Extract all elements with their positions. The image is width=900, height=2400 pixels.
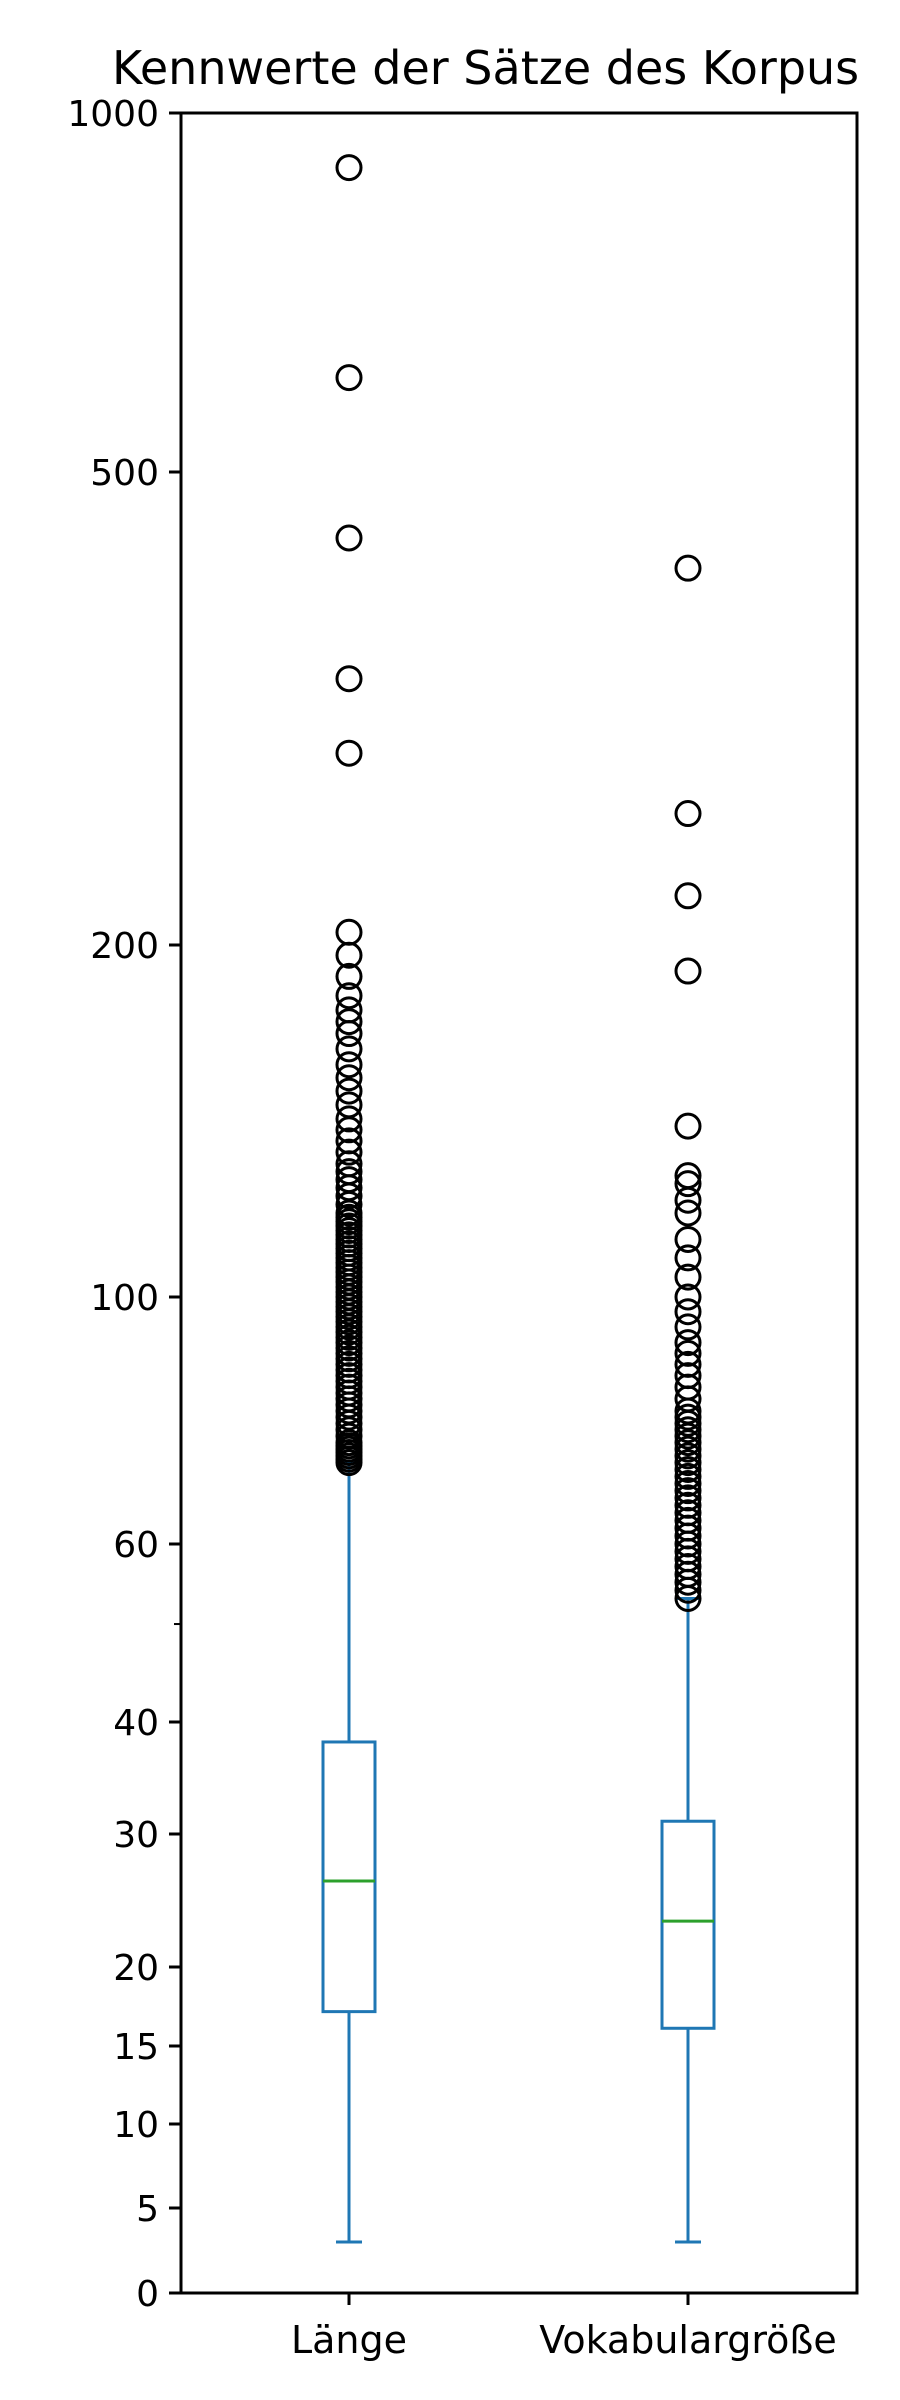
outlier-point xyxy=(335,1138,363,1166)
iqr-box xyxy=(660,1819,716,2030)
outlier-point xyxy=(335,1158,363,1186)
outlier-point xyxy=(335,1035,363,1063)
y-tick-label: 0 xyxy=(136,2274,159,2315)
y-tick-label: 40 xyxy=(113,1703,159,1744)
outlier-point xyxy=(674,1416,702,1444)
outlier-point xyxy=(674,1244,702,1272)
outlier-point xyxy=(674,1199,702,1227)
outlier-point xyxy=(674,1462,702,1490)
outlier-point xyxy=(674,800,702,828)
x-category-label: Vokabulargröße xyxy=(539,2318,836,2362)
outlier-point xyxy=(335,154,363,182)
y-tick-label: 15 xyxy=(113,2027,159,2068)
outlier-point xyxy=(674,1298,702,1326)
plot-frame xyxy=(179,111,859,2295)
outlier-point xyxy=(674,1225,702,1253)
outlier-point xyxy=(335,1064,363,1092)
x-category-label: Länge xyxy=(291,2318,407,2362)
outlier-point xyxy=(674,1362,702,1390)
y-tick-label: 20 xyxy=(113,1948,159,1989)
box-group-1 xyxy=(660,554,716,2244)
outlier-point xyxy=(674,1329,702,1357)
outlier-point xyxy=(674,1350,702,1378)
outlier-point xyxy=(335,962,363,990)
outlier-point xyxy=(335,364,363,392)
outlier-point xyxy=(335,918,363,946)
boxes-layer xyxy=(321,154,716,2244)
outlier-point xyxy=(674,1283,702,1311)
outlier-point xyxy=(674,1477,702,1505)
outlier-point xyxy=(674,1491,702,1519)
y-tick-label: 1000 xyxy=(67,94,159,135)
outlier-point xyxy=(674,957,702,985)
outlier-point xyxy=(674,1162,702,1190)
box-group-0 xyxy=(321,154,377,2244)
y-tick-label: 10 xyxy=(113,2105,159,2146)
y-tick-label: 500 xyxy=(90,453,159,494)
chart-title: Kennwerte der Sätze des Korpus xyxy=(112,41,859,95)
outlier-point xyxy=(335,1091,363,1119)
outlier-point xyxy=(674,554,702,582)
outlier-point xyxy=(674,1313,702,1341)
outlier-point xyxy=(674,1263,702,1291)
outlier-point xyxy=(674,1112,702,1140)
outlier-point xyxy=(674,882,702,910)
axes-layer: 0 5 10 15 20 30 40 60 100 200 500 1000 Länge Vokabula… xyxy=(67,94,859,2362)
outlier-point xyxy=(674,1499,702,1527)
outlier-point xyxy=(335,996,363,1024)
outlier-point xyxy=(674,1455,702,1483)
outlier-point xyxy=(335,1077,363,1105)
outlier-point xyxy=(335,1105,363,1133)
outlier-point xyxy=(335,1008,363,1036)
outlier-point xyxy=(335,1166,363,1194)
y-tick-label: 30 xyxy=(113,1815,159,1856)
outlier-point xyxy=(335,1127,363,1155)
outlier-point xyxy=(335,982,363,1010)
iqr-box xyxy=(321,1740,377,2014)
outlier-point xyxy=(674,1484,702,1512)
y-tick-label: 200 xyxy=(90,926,159,967)
outlier-point xyxy=(674,1469,702,1497)
outlier-point xyxy=(674,1435,702,1463)
outlier-point xyxy=(335,524,363,552)
y-tick-label: 100 xyxy=(90,1278,159,1319)
y-tick-label: 60 xyxy=(113,1525,159,1566)
outlier-point xyxy=(335,739,363,767)
y-tick-label: 5 xyxy=(136,2189,159,2230)
outlier-point xyxy=(674,1449,702,1477)
outlier-point xyxy=(335,665,363,693)
outlier-point xyxy=(674,1339,702,1367)
outlier-point xyxy=(674,1170,702,1198)
outlier-point xyxy=(674,1442,702,1470)
outlier-point xyxy=(335,1051,363,1079)
outlier-point xyxy=(674,1506,702,1534)
